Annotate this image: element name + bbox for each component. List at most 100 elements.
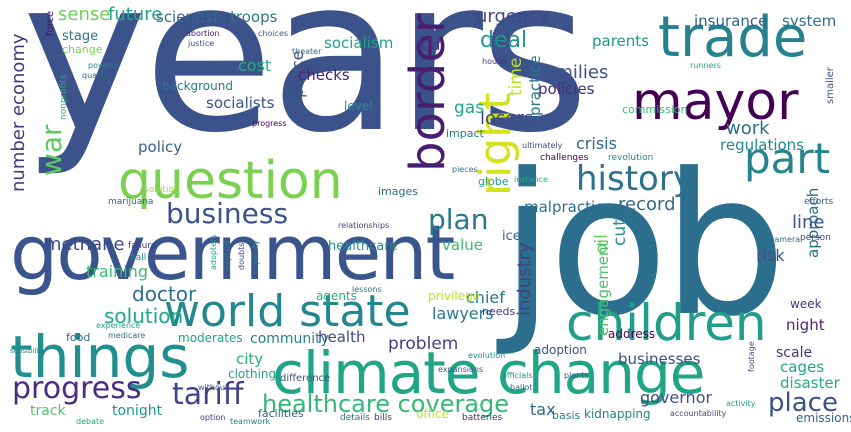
word-footage: footage xyxy=(747,341,756,372)
word-food: food xyxy=(66,331,91,344)
word-justice: justice xyxy=(188,39,215,48)
word-smaller: smaller xyxy=(825,67,836,104)
word-kidnapping: kidnapping xyxy=(584,407,651,421)
word-things: things xyxy=(10,323,190,391)
word-question: question xyxy=(118,151,343,211)
word-experience: experience xyxy=(96,321,141,330)
word-failure: failure xyxy=(128,241,157,251)
word-option: option xyxy=(200,413,226,422)
word-malpractice: malpractice xyxy=(524,198,613,216)
word-climate-change: climate change xyxy=(272,339,705,407)
word-night: night xyxy=(786,316,825,334)
word-business: business xyxy=(166,197,289,230)
word-practice: practice xyxy=(526,55,544,116)
word-kid: kid xyxy=(418,36,441,54)
word-city: city xyxy=(236,350,264,368)
word-checks: checks xyxy=(298,66,350,84)
word-marijuana: marijuana xyxy=(108,197,154,207)
word-policies: policies xyxy=(538,80,595,98)
word-war: war xyxy=(35,124,68,176)
word-work: work xyxy=(726,118,770,139)
word-track: track xyxy=(30,403,66,419)
word-methane: methane xyxy=(44,234,125,255)
word-basis: basis xyxy=(552,409,581,422)
word-poverty: poverty xyxy=(88,61,119,70)
word-accountability: accountability xyxy=(670,409,727,418)
word-urgency: urgency xyxy=(476,6,549,27)
word-government: government xyxy=(10,208,455,297)
word-change: change xyxy=(62,43,103,56)
word-solution: solution xyxy=(104,304,184,328)
word-job: job xyxy=(500,132,787,360)
word-lessons: lessons xyxy=(352,285,382,294)
word-teamwork: teamwork xyxy=(230,417,271,426)
word-bills: bills xyxy=(374,413,392,423)
word-problem: problem xyxy=(388,334,459,354)
word-plants: plants xyxy=(564,371,589,380)
word-needs: needs xyxy=(482,305,516,318)
word-disaster: disaster xyxy=(780,374,840,392)
word-lawyers: lawyers xyxy=(432,304,494,323)
word-children: children xyxy=(566,294,767,352)
word-person: person xyxy=(800,233,831,243)
word-abortion: abortion xyxy=(186,29,220,38)
word-capacity: capacity xyxy=(251,240,260,274)
word-ballot: ballot xyxy=(510,383,533,392)
word-nonprofits: nonprofits xyxy=(59,74,69,120)
word-without: without xyxy=(198,383,229,392)
word-globe: globe xyxy=(478,175,509,188)
word-system: system xyxy=(782,12,837,30)
word-part: part xyxy=(744,134,831,183)
word-details: details xyxy=(340,413,370,423)
word-force: force xyxy=(45,10,56,36)
word-office: office xyxy=(416,407,449,421)
word-difference: difference xyxy=(280,373,331,384)
word-tax: tax xyxy=(530,400,556,419)
word-background: background xyxy=(162,79,233,93)
word-privilege: privilege xyxy=(428,289,481,303)
word-ball: ball xyxy=(130,253,147,263)
word-solution-small: solution xyxy=(144,185,180,195)
word-regulations: regulations xyxy=(720,136,805,154)
word-camera: camera xyxy=(770,235,801,244)
word-future: future xyxy=(108,4,163,25)
word-revolution: revolution xyxy=(608,153,654,163)
word-quality: quality xyxy=(82,71,110,80)
word-record: record xyxy=(618,194,676,215)
word-progress-small: progress xyxy=(252,119,287,128)
word-sense: sense xyxy=(58,4,111,25)
word-batteries: batteries xyxy=(462,413,503,423)
word-moderates: moderates xyxy=(178,331,243,345)
word-value: value xyxy=(442,236,483,254)
word-instance: instance xyxy=(514,175,548,184)
word-cages: cages xyxy=(780,358,825,376)
word-healthcare: healthcare xyxy=(328,239,398,254)
word-troops: troops xyxy=(230,8,278,26)
word-pieces: pieces xyxy=(452,165,478,174)
word-crisis: crisis xyxy=(576,134,617,153)
word-efforts: efforts xyxy=(804,197,834,207)
word-place: place xyxy=(768,388,838,418)
word-expansions: expansions xyxy=(438,365,484,374)
word-trade: trade xyxy=(658,5,808,70)
word-parents: parents xyxy=(592,32,649,50)
word-scale: scale xyxy=(776,345,813,361)
word-challenges: challenges xyxy=(540,153,589,163)
word-stage: stage xyxy=(62,29,99,44)
word-ultimately: ultimately xyxy=(522,141,563,150)
word-commission: commission xyxy=(622,103,688,116)
word-medicare: medicare xyxy=(108,331,146,340)
word-tariff: tariff xyxy=(172,377,244,412)
word-relationships: relationships xyxy=(338,221,390,230)
word-level: level xyxy=(344,99,373,113)
word-cut: cut xyxy=(610,219,630,246)
word-address: address xyxy=(608,327,656,341)
word-community: community xyxy=(250,331,329,347)
word-time: time xyxy=(506,57,526,96)
word-debate: debate xyxy=(76,417,105,426)
word-insurance: insurance xyxy=(694,12,768,30)
word-facilities: facilities xyxy=(258,407,304,420)
word-doctor: doctor xyxy=(132,282,197,306)
word-engagement: engagement xyxy=(594,240,612,336)
